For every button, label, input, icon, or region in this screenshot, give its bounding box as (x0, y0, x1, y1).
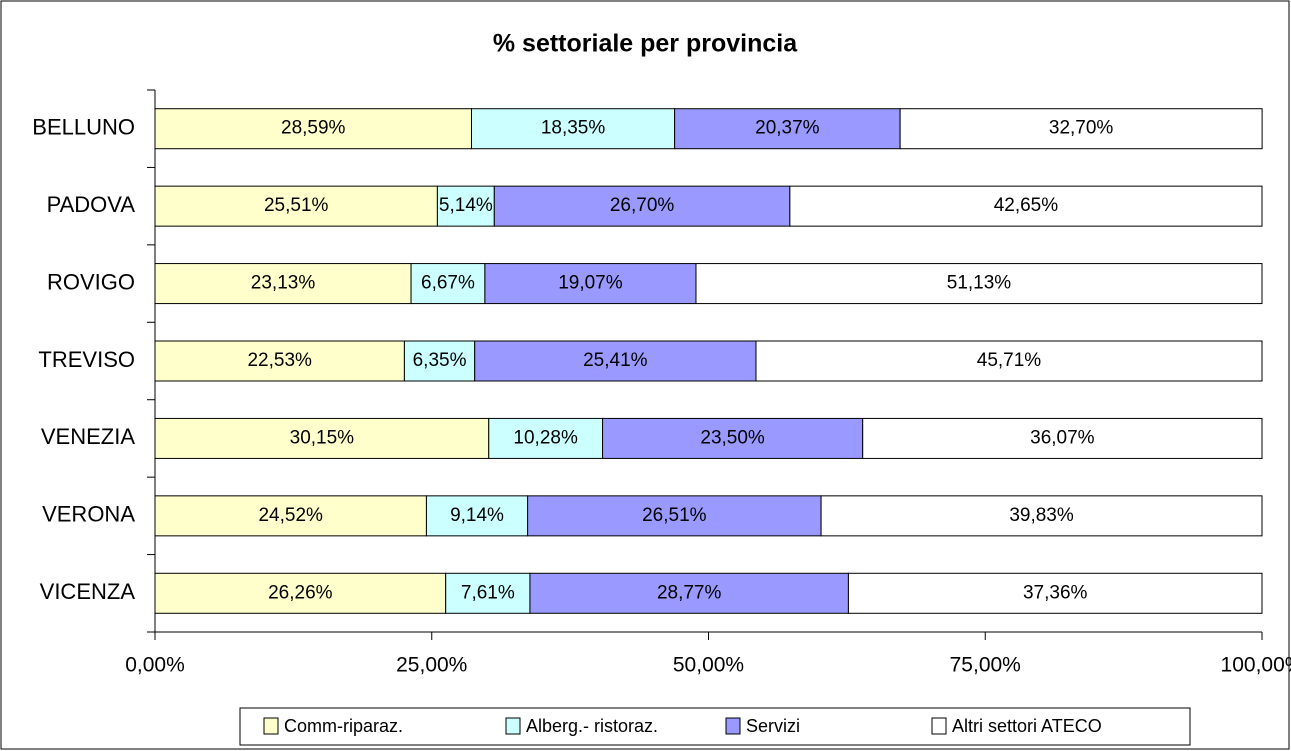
y-tick-label: VENEZIA (41, 424, 135, 449)
data-label: 37,36% (1023, 582, 1088, 603)
data-label: 23,50% (700, 427, 765, 448)
bar-segment (674, 108, 901, 150)
bar-segment (484, 263, 697, 305)
bar-segment (470, 108, 676, 150)
data-label: 28,77% (657, 582, 722, 603)
legend-swatch (505, 717, 521, 735)
bar-segment (899, 108, 1263, 150)
data-label: 19,07% (558, 273, 623, 294)
bar-segment (847, 572, 1263, 614)
bar-segment (436, 185, 495, 227)
data-label: 51,13% (947, 273, 1012, 294)
data-label: 39,83% (1009, 505, 1074, 526)
y-tick-label: VERONA (42, 502, 135, 527)
data-label: 18,35% (541, 118, 606, 139)
data-label: 9,14% (450, 505, 504, 526)
y-tick-label: PADOVA (47, 192, 136, 217)
y-tick-label: TREVISO (38, 347, 135, 372)
x-tick-label: 75,00% (950, 654, 1021, 677)
data-label: 42,65% (994, 195, 1059, 216)
legend-label: Altri settori ATECO (952, 716, 1102, 736)
legend-swatch (263, 717, 279, 735)
bar-segment (488, 417, 604, 459)
data-label: 22,53% (247, 350, 312, 371)
bar-segment (527, 495, 822, 537)
y-tick-label: BELLUNO (32, 115, 135, 140)
bar-segment (602, 417, 864, 459)
data-label: 25,51% (264, 195, 329, 216)
x-tick-label: 0,00% (125, 654, 185, 677)
data-label: 20,37% (755, 118, 820, 139)
bar-segment (529, 572, 849, 614)
data-label: 6,67% (421, 273, 475, 294)
data-label: 5,14% (439, 195, 493, 216)
legend-swatch (931, 717, 947, 735)
bar-segment (154, 185, 438, 227)
data-label: 45,71% (977, 350, 1042, 371)
data-label: 24,52% (258, 505, 323, 526)
bar-segment (154, 340, 405, 382)
legend-label: Comm-riparaz. (284, 716, 403, 736)
chart-title: % settoriale per provincia (493, 30, 798, 58)
data-label: 25,41% (583, 350, 648, 371)
legend-box (239, 707, 1191, 746)
bar-segment (154, 263, 412, 305)
legend-label: Alberg.- ristoraz. (526, 716, 658, 736)
bar-segment (820, 495, 1263, 537)
legend-swatch (725, 717, 741, 735)
data-label: 7,61% (461, 582, 515, 603)
x-tick-label: 50,00% (673, 654, 744, 677)
y-tick-label: VICENZA (40, 579, 136, 604)
bar-segment (755, 340, 1263, 382)
x-tick-label: 100,00% (1221, 654, 1291, 677)
data-label: 26,70% (610, 195, 675, 216)
data-label: 36,07% (1030, 427, 1095, 448)
data-label: 23,13% (251, 273, 316, 294)
bar-segment (493, 185, 791, 227)
bar-segment (862, 417, 1263, 459)
bar-segment (154, 417, 490, 459)
x-tick-label: 25,00% (396, 654, 467, 677)
data-label: 30,15% (290, 427, 355, 448)
data-label: 32,70% (1049, 118, 1114, 139)
data-label: 26,26% (268, 582, 333, 603)
bar-segment (445, 572, 531, 614)
data-label: 28,59% (281, 118, 346, 139)
data-label: 26,51% (642, 505, 707, 526)
bar-segment (695, 263, 1263, 305)
data-label: 6,35% (413, 350, 467, 371)
legend-label: Servizi (746, 716, 800, 736)
bar-segment (425, 495, 529, 537)
bar-segment (403, 340, 476, 382)
data-label: 10,28% (513, 427, 578, 448)
bar-segment (410, 263, 486, 305)
bar-segment (789, 185, 1263, 227)
y-tick-label: ROVIGO (47, 269, 135, 294)
